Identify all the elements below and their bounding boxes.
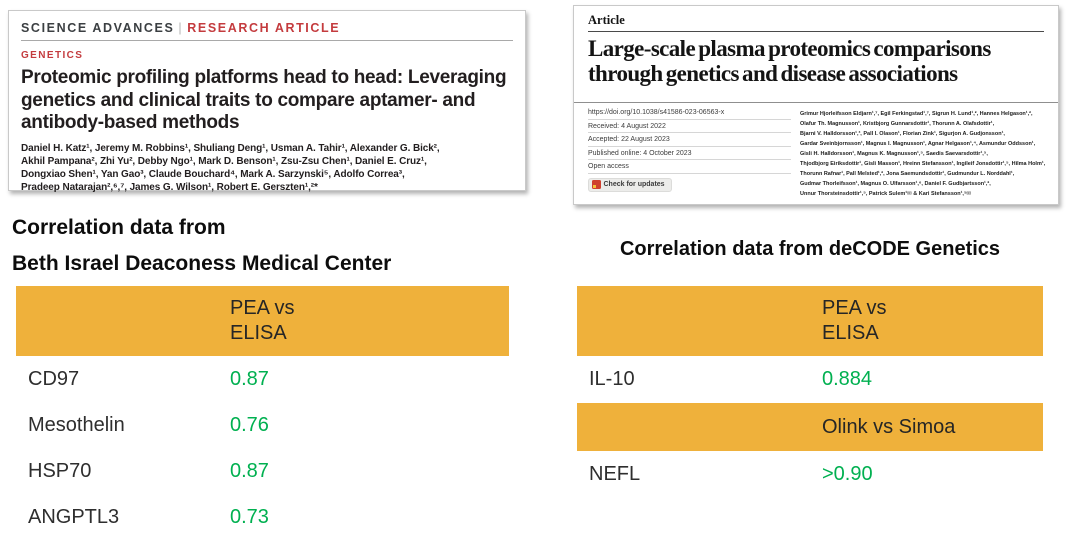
- published-date: Published online: 4 October 2023: [588, 147, 791, 160]
- table-header-pea-elisa: PEA vs ELISA: [577, 286, 1043, 356]
- crossmark-icon: [591, 180, 601, 189]
- author-line: Bjarni V. Halldorsson¹,³, Pall I. Olason…: [800, 131, 1005, 137]
- left-paper-title: Proteomic profiling platforms head to he…: [21, 67, 513, 135]
- right-paper-card: Article Large-scale plasma proteomics co…: [573, 5, 1059, 205]
- article-divider: [588, 31, 1044, 32]
- author-line: Akhil Pampana², Zhi Yu², Debby Ngo¹, Mar…: [21, 155, 427, 167]
- table-header-line: PEA vs: [822, 297, 887, 319]
- correlation-value: 0.76: [230, 413, 269, 436]
- journal-separator: |: [178, 21, 184, 35]
- left-paper-card: SCIENCE ADVANCES | RESEARCH ARTICLE GENETI…: [8, 10, 526, 194]
- author-line: Olafur Th. Magnusson¹, Kristbjorg Gunnar…: [800, 121, 995, 127]
- table-header-line: PEA vs: [230, 297, 295, 319]
- article-type-label: RESEARCH ARTICLE: [187, 21, 341, 35]
- left-heading-line: Correlation data from: [12, 216, 226, 239]
- decode-correlation-table: PEA vs ELISA IL-10 0.884 Olink vs Simoa …: [577, 286, 1043, 498]
- protein-name: HSP70: [28, 459, 92, 482]
- protein-name: ANGPTL3: [28, 505, 120, 528]
- left-paper-title-line: antibody-based methods: [21, 112, 240, 133]
- protein-name: Mesothelin: [28, 413, 125, 436]
- author-line: Grimur Hjorleifsson Eldjarn¹,⁷, Egil Fer…: [800, 111, 1033, 117]
- right-paper-title-line: Large-scale plasma proteomics comparison…: [588, 36, 991, 61]
- author-line: Thorunn Rafnar¹, Pall Melsted¹,², Jona S…: [800, 171, 1015, 177]
- right-paper-title: Large-scale plasma proteomics comparison…: [588, 36, 1044, 86]
- check-for-updates-row: Check for updates: [588, 174, 791, 195]
- protein-name: IL-10: [589, 368, 635, 390]
- left-heading-line: Beth Israel Deaconess Medical Center: [12, 252, 392, 275]
- left-paper-title-line: Proteomic profiling platforms head to he…: [21, 67, 507, 88]
- correlation-value: 0.87: [230, 459, 269, 482]
- correlation-value: 0.73: [230, 505, 269, 528]
- table-row: NEFL >0.90: [577, 451, 1043, 498]
- table-row: CD97 0.87: [16, 356, 509, 402]
- author-line: Gisli H. Halldorsson¹, Magnus K. Magnuss…: [800, 151, 988, 157]
- protein-name: NEFL: [589, 463, 641, 485]
- article-label: Article: [588, 13, 625, 27]
- left-paper-authors: Daniel H. Katz¹, Jeremy M. Robbins¹, Shu…: [21, 142, 513, 194]
- author-line: Thjodbjorg Eiriksdottir¹, Gisli Masson¹,…: [800, 161, 1046, 167]
- table-row: ANGPTL3 0.73: [16, 494, 509, 540]
- left-paper-title-line: genetics and clinical traits to compare …: [21, 89, 476, 111]
- accepted-date: Accepted: 22 August 2023: [588, 133, 791, 147]
- author-line: Gardar Sveinbjornsson¹, Magnus I. Magnus…: [800, 141, 1036, 147]
- journal-header: SCIENCE ADVANCES | RESEARCH ARTICLE: [21, 21, 513, 35]
- author-line: Dongxiao Shen¹, Yan Gao³, Claude Bouchar…: [21, 168, 405, 180]
- right-paper-title-line: through genetics and disease association…: [588, 61, 958, 86]
- author-line: Daniel H. Katz¹, Jeremy M. Robbins¹, Shu…: [21, 142, 440, 154]
- bidmc-correlation-table: PEA vs ELISA CD97 0.87 Mesothelin 0.76 H…: [16, 286, 509, 540]
- author-line: Unnur Thorsteinsdottir¹,⁵, Patrick Sulem…: [800, 191, 972, 197]
- open-access-label: Open access: [588, 160, 791, 174]
- section-label: GENETICS: [21, 50, 84, 61]
- author-line: Gudmar Thorleifsson¹, Magnus O. Ulfarsso…: [800, 181, 991, 187]
- paper-meta-section: https://doi.org/10.1038/s41586-023-06563…: [574, 102, 1058, 199]
- correlation-value: 0.87: [230, 367, 269, 390]
- table-header-line: Olink vs Simoa: [822, 415, 956, 438]
- table-row: IL-10 0.884: [577, 356, 1043, 403]
- right-section-heading: Correlation data from deCODE Genetics: [619, 238, 1001, 260]
- left-section-heading: Correlation data from Beth Israel Deacon…: [12, 210, 391, 282]
- table-header-pea-elisa: PEA vs ELISA: [16, 286, 509, 356]
- table-row: Mesothelin 0.76: [16, 402, 509, 448]
- table-header-line: ELISA: [230, 322, 287, 344]
- paper-meta-column: https://doi.org/10.1038/s41586-023-06563…: [588, 106, 791, 199]
- correlation-value: >0.90: [822, 463, 873, 485]
- check-for-updates-label: Check for updates: [603, 181, 665, 188]
- protein-name: CD97: [28, 367, 80, 390]
- table-header-olink-simoa: Olink vs Simoa: [577, 403, 1043, 451]
- correlation-value: 0.884: [822, 368, 873, 390]
- journal-divider: [21, 40, 513, 41]
- right-paper-authors: Grimur Hjorleifsson Eldjarn¹,⁷, Egil Fer…: [791, 106, 1045, 199]
- table-row: HSP70 0.87: [16, 448, 509, 494]
- author-line: Pradeep Natarajan²,⁶,⁷, James G. Wilson¹…: [21, 181, 318, 193]
- table-header-line: ELISA: [822, 322, 879, 344]
- doi-link[interactable]: https://doi.org/10.1038/s41586-023-06563…: [588, 106, 791, 120]
- journal-name: SCIENCE ADVANCES: [21, 21, 175, 35]
- check-for-updates-button[interactable]: Check for updates: [588, 177, 672, 192]
- received-date: Received: 4 August 2022: [588, 120, 791, 133]
